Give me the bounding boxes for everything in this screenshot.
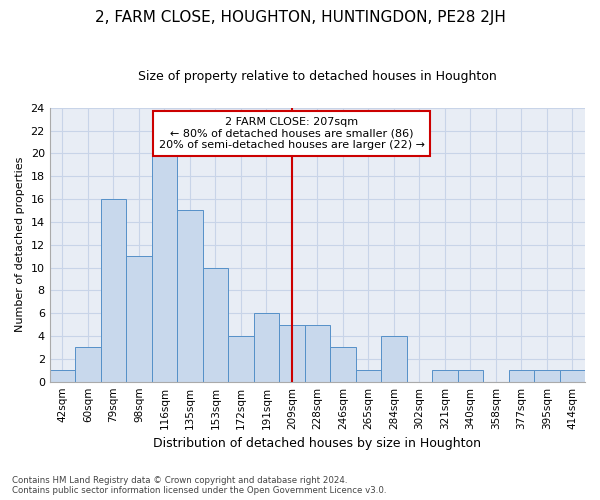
Bar	[126, 256, 152, 382]
Bar	[356, 370, 381, 382]
Bar	[534, 370, 560, 382]
Bar	[381, 336, 407, 382]
Bar	[177, 210, 203, 382]
Bar	[432, 370, 458, 382]
Bar	[458, 370, 483, 382]
Text: 2, FARM CLOSE, HOUGHTON, HUNTINGDON, PE28 2JH: 2, FARM CLOSE, HOUGHTON, HUNTINGDON, PE2…	[95, 10, 505, 25]
Bar	[228, 336, 254, 382]
Bar	[560, 370, 585, 382]
Bar	[254, 313, 279, 382]
Bar	[75, 348, 101, 382]
Bar	[509, 370, 534, 382]
Text: Contains HM Land Registry data © Crown copyright and database right 2024.
Contai: Contains HM Land Registry data © Crown c…	[12, 476, 386, 495]
Bar	[305, 324, 330, 382]
Y-axis label: Number of detached properties: Number of detached properties	[15, 157, 25, 332]
Bar	[330, 348, 356, 382]
Bar	[101, 199, 126, 382]
Bar	[50, 370, 75, 382]
X-axis label: Distribution of detached houses by size in Houghton: Distribution of detached houses by size …	[154, 437, 481, 450]
Bar	[279, 324, 305, 382]
Bar	[152, 154, 177, 382]
Bar	[203, 268, 228, 382]
Text: 2 FARM CLOSE: 207sqm
← 80% of detached houses are smaller (86)
20% of semi-detac: 2 FARM CLOSE: 207sqm ← 80% of detached h…	[159, 117, 425, 150]
Title: Size of property relative to detached houses in Houghton: Size of property relative to detached ho…	[138, 70, 497, 83]
